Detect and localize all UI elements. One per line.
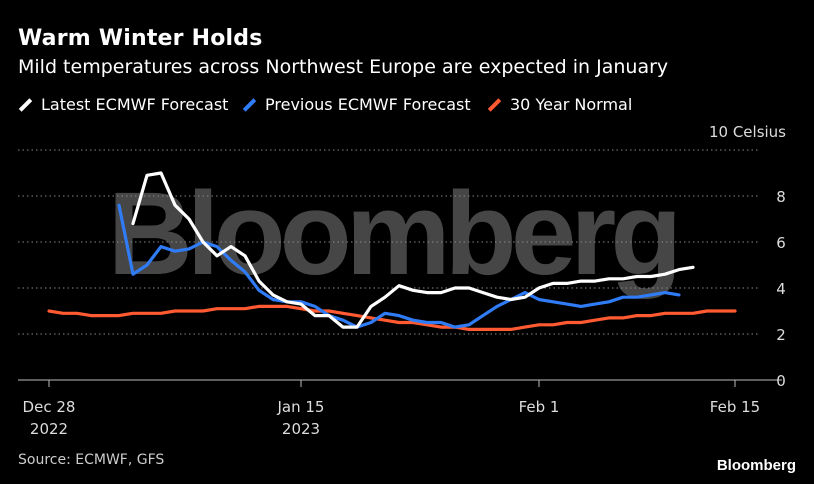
y-tick-label: 4 [776,280,786,298]
watermark-text: Bloomberg [108,168,677,300]
x-tick-label: Feb 1 [519,398,560,416]
bloomberg-logo: Bloomberg [716,457,796,474]
y-tick-label: 6 [776,234,786,252]
x-tick-year-label: 2022 [30,420,68,438]
source-note: Source: ECMWF, GFS [18,452,165,468]
legend-item-normal: 30 Year Normal [487,95,632,114]
y-tick-label: 2 [776,326,786,344]
y-tick-label: 0 [776,372,786,390]
x-tick-year-label: 2023 [282,420,320,438]
legend-label-latest: Latest ECMWF Forecast [41,95,229,114]
y-tick-label: 8 [776,188,786,206]
series-line-normal [47,304,737,331]
legend-label-normal: 30 Year Normal [510,95,633,114]
legend-item-latest: Latest ECMWF Forecast [18,95,228,114]
x-tick-label: Jan 15 [277,398,325,416]
legend-item-previous: Previous ECMWF Forecast [242,95,471,114]
series-line-previous [117,203,681,329]
legend-label-previous: Previous ECMWF Forecast [265,95,471,114]
x-tick-label: Dec 28 [23,398,76,416]
x-tick-label: Feb 15 [710,398,760,416]
series-line-latest [131,171,695,329]
chart-subtitle: Mild temperatures across Northwest Europ… [18,56,669,78]
chart-title: Warm Winter Holds [18,26,263,51]
y-unit-label: 10 Celsius [709,123,786,141]
